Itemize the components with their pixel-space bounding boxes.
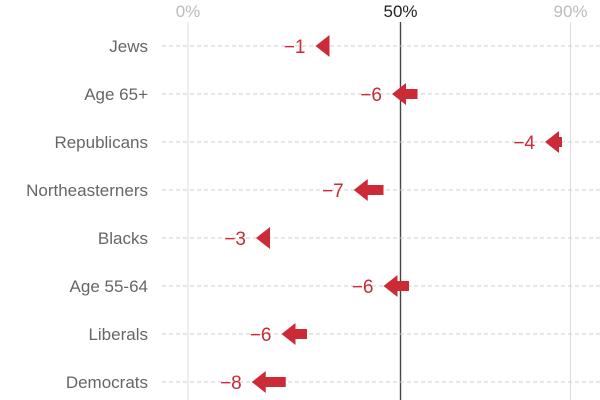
- change-label: −6: [250, 325, 272, 346]
- change-arrow: [383, 275, 409, 297]
- change-label: −4: [513, 133, 535, 154]
- change-label: −8: [220, 373, 242, 394]
- category-label: Republicans: [54, 133, 148, 152]
- category-label: Blacks: [98, 229, 148, 248]
- category-label: Age 65+: [84, 85, 148, 104]
- change-arrow: [281, 323, 307, 345]
- x-tick-label: 0%: [176, 2, 201, 21]
- category-label: Jews: [109, 37, 148, 56]
- x-tick-label: 90%: [553, 2, 587, 21]
- arrow-layer: [251, 35, 562, 393]
- grid-layer: [162, 22, 600, 400]
- category-label: Democrats: [66, 373, 148, 392]
- change-label: −6: [360, 85, 382, 106]
- category-label: Northeasterners: [26, 181, 148, 200]
- change-label: −7: [322, 181, 344, 202]
- change-arrow: [545, 131, 562, 153]
- change-label: −6: [352, 277, 374, 298]
- x-tick-label: 50%: [383, 2, 417, 21]
- category-label: Age 55-64: [70, 277, 148, 296]
- category-layer: Jews Age 65+ Republicans Northeasterners Bla…: [26, 37, 148, 392]
- change-arrow: [353, 179, 384, 201]
- change-arrow: [256, 227, 270, 249]
- change-label: −3: [224, 229, 246, 250]
- change-label: −1: [284, 37, 306, 58]
- change-arrow: [392, 83, 418, 105]
- category-label: Liberals: [88, 325, 148, 344]
- change-arrow: [315, 35, 330, 57]
- change-label-layer: −1 −6 −4 −7 −3 −6 −6 −8: [220, 37, 535, 394]
- change-arrow: [251, 371, 286, 393]
- axis-layer: 0% 50% 90%: [176, 2, 588, 21]
